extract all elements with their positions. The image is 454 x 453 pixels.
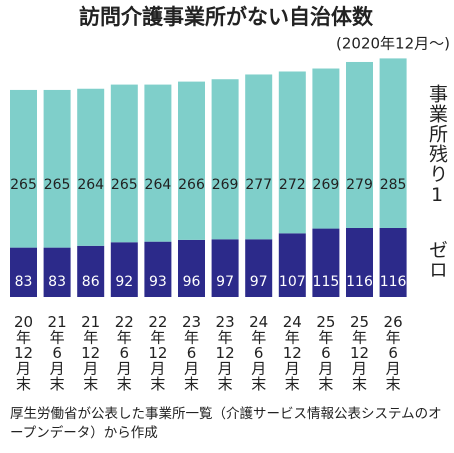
value-label: 265 — [111, 177, 138, 193]
x-tick-label: 24 年 6 月末 — [249, 313, 268, 393]
bar-segment — [43, 247, 71, 297]
bar-segment — [178, 239, 205, 297]
value-label: 107 — [279, 274, 306, 290]
x-tick-label: 25 年 6 月末 — [316, 313, 335, 393]
x-tick-label: 20 年 12 月末 — [14, 313, 33, 393]
bar-segment — [312, 68, 340, 229]
value-label: 83 — [48, 274, 66, 290]
bar-segment — [379, 58, 407, 228]
x-tick-label: 24 年 12 月末 — [283, 313, 302, 393]
value-label: 269 — [313, 177, 340, 193]
bar-segment — [312, 228, 340, 297]
legend-label: ゼロ — [426, 240, 448, 280]
value-label: 264 — [145, 177, 172, 193]
bar-segment — [379, 227, 407, 297]
bar-segment — [144, 84, 172, 242]
value-label: 272 — [279, 177, 306, 193]
value-label: 86 — [82, 274, 100, 290]
value-label: 277 — [245, 177, 272, 193]
source-note: 厚生労働省が公表した事業所一覧（介護サービス情報公表システムのオープンデータ）か… — [10, 406, 442, 441]
value-label: 269 — [212, 177, 239, 193]
x-tick-label: 25 年 12 月末 — [350, 313, 369, 393]
chart: 訪問介護事業所がない自治体数 (2020年12月〜) 83 265 20 年 12 月末 8… — [10, 5, 450, 393]
bar-segment — [10, 89, 37, 248]
bar-segment — [278, 71, 306, 234]
bar-segment — [10, 247, 37, 297]
x-tick-label: 21 年 6 月末 — [48, 313, 67, 393]
bar-segment — [278, 233, 306, 297]
bar-segment — [211, 239, 239, 297]
bar-segment — [43, 89, 71, 248]
bar-segment — [346, 227, 373, 297]
chart-title: 訪問介護事業所がない自治体数 — [79, 5, 374, 29]
value-label: 285 — [380, 177, 407, 193]
value-label: 264 — [77, 177, 104, 193]
bar-segment — [178, 81, 205, 240]
bar-segment — [346, 61, 373, 228]
value-label: 115 — [313, 274, 340, 290]
x-tick-label: 22 年 6 月末 — [115, 313, 134, 393]
value-label: 116 — [346, 274, 373, 290]
value-label: 279 — [346, 177, 373, 193]
x-tick-label: 22 年 12 月末 — [148, 313, 167, 393]
bar-segment — [211, 79, 239, 240]
bar-segment — [245, 74, 273, 240]
value-label: 96 — [183, 274, 201, 290]
legend-label: 事業所残り1 — [426, 84, 448, 207]
value-label: 83 — [15, 274, 33, 290]
bar-segment — [77, 88, 105, 246]
value-label: 93 — [149, 274, 167, 290]
bar-segment — [144, 241, 172, 297]
x-tick-label: 26 年 6 月末 — [384, 313, 403, 393]
value-label: 92 — [115, 274, 133, 290]
x-tick-label: 23 年 12 月末 — [216, 313, 235, 393]
value-label: 97 — [216, 274, 234, 290]
x-tick-label: 23 年 6 月末 — [182, 313, 201, 393]
bar-segment — [110, 242, 138, 297]
value-label: 116 — [380, 274, 407, 290]
value-label: 97 — [250, 274, 268, 290]
x-tick-label: 21 年 12 月末 — [81, 313, 100, 393]
value-label: 265 — [44, 177, 71, 193]
bar-segment — [77, 245, 105, 297]
chart-subtitle: (2020年12月〜) — [336, 35, 450, 53]
value-label: 265 — [10, 177, 37, 193]
value-label: 266 — [178, 177, 205, 193]
bar-segment — [110, 84, 138, 243]
bar-segment — [245, 239, 273, 297]
